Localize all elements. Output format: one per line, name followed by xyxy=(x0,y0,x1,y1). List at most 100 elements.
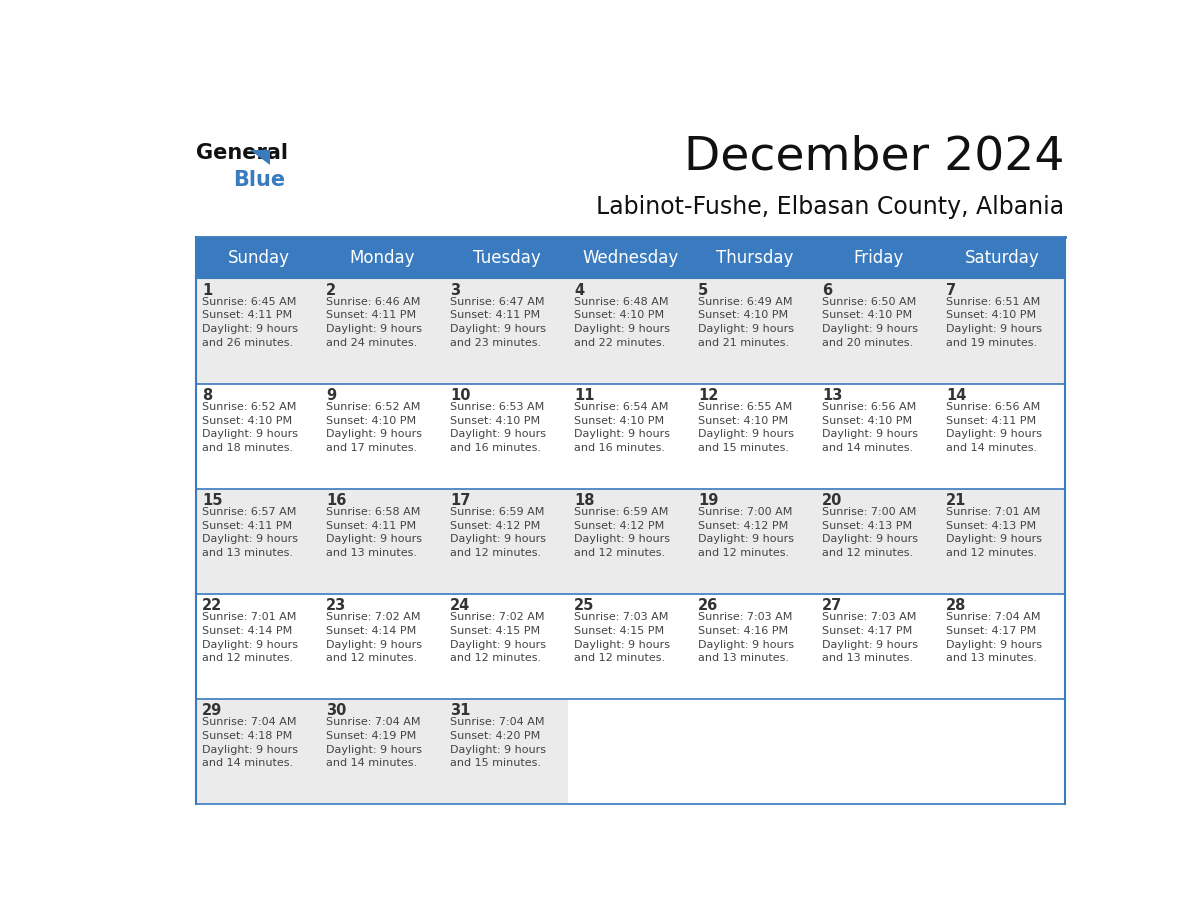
Bar xyxy=(941,594,1064,700)
Text: Sunrise: 7:04 AM
Sunset: 4:20 PM
Daylight: 9 hours
and 15 minutes.: Sunrise: 7:04 AM Sunset: 4:20 PM Dayligh… xyxy=(450,718,546,768)
Text: 7: 7 xyxy=(946,283,956,297)
Text: 19: 19 xyxy=(699,493,719,508)
Text: 15: 15 xyxy=(202,493,222,508)
Text: 18: 18 xyxy=(574,493,594,508)
Text: Sunrise: 6:52 AM
Sunset: 4:10 PM
Daylight: 9 hours
and 18 minutes.: Sunrise: 6:52 AM Sunset: 4:10 PM Dayligh… xyxy=(202,402,298,453)
Text: 25: 25 xyxy=(574,599,594,613)
Text: Monday: Monday xyxy=(349,249,415,267)
Text: Sunrise: 7:02 AM
Sunset: 4:14 PM
Daylight: 9 hours
and 12 minutes.: Sunrise: 7:02 AM Sunset: 4:14 PM Dayligh… xyxy=(326,612,422,663)
Text: Wednesday: Wednesday xyxy=(582,249,678,267)
Bar xyxy=(569,278,693,384)
Text: 21: 21 xyxy=(946,493,967,508)
Bar xyxy=(196,238,321,278)
Bar xyxy=(196,700,321,804)
Text: General: General xyxy=(196,143,289,163)
Text: Sunrise: 6:56 AM
Sunset: 4:10 PM
Daylight: 9 hours
and 14 minutes.: Sunrise: 6:56 AM Sunset: 4:10 PM Dayligh… xyxy=(822,402,918,453)
Bar xyxy=(816,594,941,700)
Bar xyxy=(321,700,444,804)
Text: Sunrise: 6:53 AM
Sunset: 4:10 PM
Daylight: 9 hours
and 16 minutes.: Sunrise: 6:53 AM Sunset: 4:10 PM Dayligh… xyxy=(450,402,546,453)
Text: Sunrise: 6:47 AM
Sunset: 4:11 PM
Daylight: 9 hours
and 23 minutes.: Sunrise: 6:47 AM Sunset: 4:11 PM Dayligh… xyxy=(450,297,546,348)
Text: Sunrise: 7:04 AM
Sunset: 4:17 PM
Daylight: 9 hours
and 13 minutes.: Sunrise: 7:04 AM Sunset: 4:17 PM Dayligh… xyxy=(946,612,1042,663)
Bar xyxy=(444,238,569,278)
Bar xyxy=(569,384,693,488)
Text: 22: 22 xyxy=(202,599,222,613)
Bar xyxy=(816,488,941,594)
Text: Labinot-Fushe, Elbasan County, Albania: Labinot-Fushe, Elbasan County, Albania xyxy=(596,195,1064,219)
Bar xyxy=(321,384,444,488)
Text: 10: 10 xyxy=(450,387,470,403)
Text: 20: 20 xyxy=(822,493,842,508)
Text: Sunrise: 7:01 AM
Sunset: 4:14 PM
Daylight: 9 hours
and 12 minutes.: Sunrise: 7:01 AM Sunset: 4:14 PM Dayligh… xyxy=(202,612,298,663)
Bar xyxy=(444,700,569,804)
Text: 2: 2 xyxy=(326,283,336,297)
Text: Sunday: Sunday xyxy=(227,249,290,267)
Text: 6: 6 xyxy=(822,283,832,297)
Bar xyxy=(444,278,569,384)
Text: 16: 16 xyxy=(326,493,347,508)
Text: Thursday: Thursday xyxy=(716,249,794,267)
Text: Sunrise: 7:03 AM
Sunset: 4:15 PM
Daylight: 9 hours
and 12 minutes.: Sunrise: 7:03 AM Sunset: 4:15 PM Dayligh… xyxy=(574,612,670,663)
Bar xyxy=(321,488,444,594)
Bar xyxy=(941,278,1064,384)
Text: 12: 12 xyxy=(699,387,719,403)
Bar xyxy=(816,278,941,384)
Text: 14: 14 xyxy=(946,387,967,403)
Bar xyxy=(196,594,321,700)
Text: 13: 13 xyxy=(822,387,842,403)
Bar xyxy=(693,594,816,700)
Text: Sunrise: 6:45 AM
Sunset: 4:11 PM
Daylight: 9 hours
and 26 minutes.: Sunrise: 6:45 AM Sunset: 4:11 PM Dayligh… xyxy=(202,297,298,348)
Text: Sunrise: 6:50 AM
Sunset: 4:10 PM
Daylight: 9 hours
and 20 minutes.: Sunrise: 6:50 AM Sunset: 4:10 PM Dayligh… xyxy=(822,297,918,348)
Bar xyxy=(196,384,321,488)
Text: Sunrise: 6:55 AM
Sunset: 4:10 PM
Daylight: 9 hours
and 15 minutes.: Sunrise: 6:55 AM Sunset: 4:10 PM Dayligh… xyxy=(699,402,794,453)
Text: Sunrise: 6:51 AM
Sunset: 4:10 PM
Daylight: 9 hours
and 19 minutes.: Sunrise: 6:51 AM Sunset: 4:10 PM Dayligh… xyxy=(946,297,1042,348)
Text: 11: 11 xyxy=(574,387,594,403)
Text: Sunrise: 6:49 AM
Sunset: 4:10 PM
Daylight: 9 hours
and 21 minutes.: Sunrise: 6:49 AM Sunset: 4:10 PM Dayligh… xyxy=(699,297,794,348)
Bar xyxy=(693,488,816,594)
Text: 30: 30 xyxy=(326,703,347,719)
Text: 31: 31 xyxy=(450,703,470,719)
Text: Sunrise: 6:59 AM
Sunset: 4:12 PM
Daylight: 9 hours
and 12 minutes.: Sunrise: 6:59 AM Sunset: 4:12 PM Dayligh… xyxy=(450,507,546,558)
Text: Sunrise: 7:04 AM
Sunset: 4:18 PM
Daylight: 9 hours
and 14 minutes.: Sunrise: 7:04 AM Sunset: 4:18 PM Dayligh… xyxy=(202,718,298,768)
Text: Blue: Blue xyxy=(233,170,285,190)
Text: Sunrise: 6:46 AM
Sunset: 4:11 PM
Daylight: 9 hours
and 24 minutes.: Sunrise: 6:46 AM Sunset: 4:11 PM Dayligh… xyxy=(326,297,422,348)
Bar xyxy=(693,278,816,384)
Text: Sunrise: 6:48 AM
Sunset: 4:10 PM
Daylight: 9 hours
and 22 minutes.: Sunrise: 6:48 AM Sunset: 4:10 PM Dayligh… xyxy=(574,297,670,348)
Text: Sunrise: 7:03 AM
Sunset: 4:17 PM
Daylight: 9 hours
and 13 minutes.: Sunrise: 7:03 AM Sunset: 4:17 PM Dayligh… xyxy=(822,612,918,663)
Bar xyxy=(196,278,321,384)
Text: Friday: Friday xyxy=(853,249,904,267)
Text: Sunrise: 6:54 AM
Sunset: 4:10 PM
Daylight: 9 hours
and 16 minutes.: Sunrise: 6:54 AM Sunset: 4:10 PM Dayligh… xyxy=(574,402,670,453)
Text: December 2024: December 2024 xyxy=(684,135,1064,180)
Text: 4: 4 xyxy=(574,283,584,297)
Text: Sunrise: 7:04 AM
Sunset: 4:19 PM
Daylight: 9 hours
and 14 minutes.: Sunrise: 7:04 AM Sunset: 4:19 PM Dayligh… xyxy=(326,718,422,768)
Bar xyxy=(569,488,693,594)
Bar xyxy=(444,488,569,594)
Text: 17: 17 xyxy=(450,493,470,508)
Bar xyxy=(816,384,941,488)
Bar xyxy=(321,594,444,700)
Bar xyxy=(321,238,444,278)
Text: Saturday: Saturday xyxy=(965,249,1040,267)
Bar xyxy=(693,384,816,488)
Text: Sunrise: 6:57 AM
Sunset: 4:11 PM
Daylight: 9 hours
and 13 minutes.: Sunrise: 6:57 AM Sunset: 4:11 PM Dayligh… xyxy=(202,507,298,558)
Text: 26: 26 xyxy=(699,599,719,613)
Text: Sunrise: 7:02 AM
Sunset: 4:15 PM
Daylight: 9 hours
and 12 minutes.: Sunrise: 7:02 AM Sunset: 4:15 PM Dayligh… xyxy=(450,612,546,663)
Text: 24: 24 xyxy=(450,599,470,613)
Bar xyxy=(941,488,1064,594)
Bar xyxy=(321,278,444,384)
Bar xyxy=(444,594,569,700)
Text: Sunrise: 7:01 AM
Sunset: 4:13 PM
Daylight: 9 hours
and 12 minutes.: Sunrise: 7:01 AM Sunset: 4:13 PM Dayligh… xyxy=(946,507,1042,558)
Text: 5: 5 xyxy=(699,283,708,297)
Text: Sunrise: 6:58 AM
Sunset: 4:11 PM
Daylight: 9 hours
and 13 minutes.: Sunrise: 6:58 AM Sunset: 4:11 PM Dayligh… xyxy=(326,507,422,558)
Text: Sunrise: 7:00 AM
Sunset: 4:13 PM
Daylight: 9 hours
and 12 minutes.: Sunrise: 7:00 AM Sunset: 4:13 PM Dayligh… xyxy=(822,507,918,558)
Bar xyxy=(693,238,816,278)
Text: Sunrise: 7:00 AM
Sunset: 4:12 PM
Daylight: 9 hours
and 12 minutes.: Sunrise: 7:00 AM Sunset: 4:12 PM Dayligh… xyxy=(699,507,794,558)
Text: 29: 29 xyxy=(202,703,222,719)
Text: Sunrise: 6:59 AM
Sunset: 4:12 PM
Daylight: 9 hours
and 12 minutes.: Sunrise: 6:59 AM Sunset: 4:12 PM Dayligh… xyxy=(574,507,670,558)
Text: Sunrise: 7:03 AM
Sunset: 4:16 PM
Daylight: 9 hours
and 13 minutes.: Sunrise: 7:03 AM Sunset: 4:16 PM Dayligh… xyxy=(699,612,794,663)
Text: 28: 28 xyxy=(946,599,967,613)
Bar xyxy=(444,384,569,488)
Text: 27: 27 xyxy=(822,599,842,613)
Bar xyxy=(941,384,1064,488)
Text: 1: 1 xyxy=(202,283,213,297)
Bar xyxy=(569,238,693,278)
